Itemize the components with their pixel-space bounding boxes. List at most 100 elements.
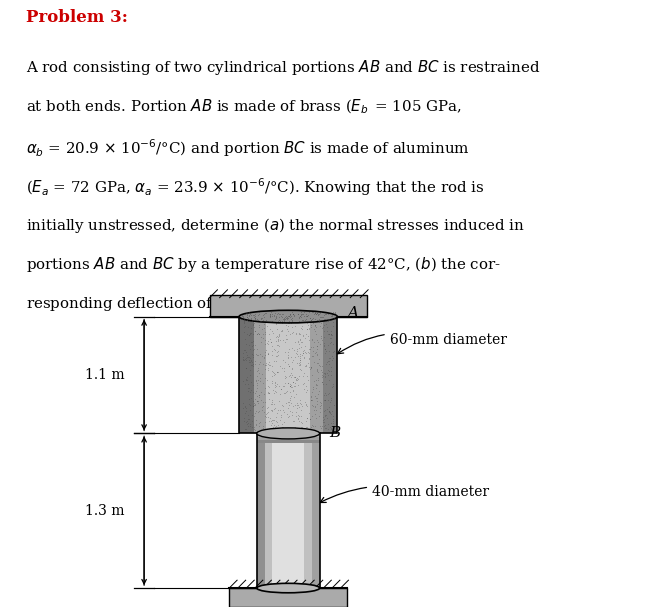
Point xyxy=(295,337,306,347)
Point xyxy=(285,309,295,319)
Point xyxy=(305,313,315,322)
Point xyxy=(258,397,269,407)
Point xyxy=(286,398,296,408)
Point xyxy=(285,310,295,319)
Point xyxy=(314,386,324,396)
Point xyxy=(252,396,262,405)
Point xyxy=(263,349,274,359)
Point xyxy=(328,308,338,318)
Point xyxy=(242,375,252,385)
Point xyxy=(316,398,327,408)
Point xyxy=(306,422,316,432)
Point xyxy=(285,381,295,390)
Point xyxy=(271,387,282,397)
Point xyxy=(302,325,312,334)
Point xyxy=(304,353,314,363)
Text: $\alpha_b$ = 20.9 $\times$ 10$^{-6}$/°C) and portion $BC$ is made of aluminum: $\alpha_b$ = 20.9 $\times$ 10$^{-6}$/°C)… xyxy=(26,137,470,158)
Point xyxy=(313,310,324,319)
Point xyxy=(239,413,250,423)
Point xyxy=(303,347,313,357)
Point xyxy=(314,412,324,421)
Point xyxy=(246,337,256,347)
Point xyxy=(327,311,337,321)
Point xyxy=(286,351,296,361)
Point xyxy=(320,319,331,329)
Point xyxy=(306,392,316,402)
Point xyxy=(329,310,340,319)
Point xyxy=(323,419,333,429)
Point xyxy=(295,424,305,434)
Ellipse shape xyxy=(239,310,337,323)
Point xyxy=(264,360,274,370)
Point xyxy=(238,353,248,362)
Point xyxy=(265,311,275,320)
Point xyxy=(301,399,312,409)
Point xyxy=(301,311,312,321)
Point xyxy=(249,322,259,332)
Point xyxy=(311,347,322,357)
Point xyxy=(255,387,266,397)
Point xyxy=(294,313,305,323)
Point xyxy=(242,322,253,332)
Point xyxy=(299,368,309,378)
Point xyxy=(303,375,313,385)
Point xyxy=(269,344,280,354)
Point xyxy=(279,366,290,376)
Point xyxy=(272,335,283,345)
Point xyxy=(291,375,301,385)
Point xyxy=(263,381,273,391)
Point xyxy=(310,320,320,330)
Point xyxy=(308,382,318,392)
Point xyxy=(293,380,304,390)
Point xyxy=(305,315,316,325)
Point xyxy=(286,322,297,331)
Point xyxy=(248,359,258,368)
Point xyxy=(295,353,306,362)
Point xyxy=(309,321,320,331)
Point xyxy=(328,351,338,361)
Point xyxy=(241,350,252,359)
Point xyxy=(306,342,316,352)
Point xyxy=(313,310,324,319)
Point xyxy=(248,320,258,330)
Point xyxy=(250,400,260,410)
Point xyxy=(293,414,304,424)
Point xyxy=(296,310,307,320)
Point xyxy=(269,311,279,320)
Point xyxy=(283,378,293,388)
Point xyxy=(304,408,314,418)
Point xyxy=(284,361,294,371)
Point xyxy=(269,310,279,320)
Point xyxy=(248,401,258,410)
Point xyxy=(263,387,273,396)
Point xyxy=(282,313,292,322)
Point xyxy=(273,405,284,415)
Point xyxy=(326,395,336,405)
Point xyxy=(298,346,309,356)
Point xyxy=(251,375,261,385)
Point xyxy=(248,396,258,405)
Point xyxy=(247,315,257,325)
Point xyxy=(316,333,326,342)
Point xyxy=(240,402,250,412)
Point xyxy=(294,339,305,349)
Point xyxy=(268,367,278,377)
Text: B: B xyxy=(329,426,341,441)
Point xyxy=(248,387,258,397)
Point xyxy=(301,309,312,319)
Point xyxy=(282,385,293,395)
Point xyxy=(267,371,277,381)
Point xyxy=(323,316,333,326)
Point xyxy=(282,409,292,419)
Point xyxy=(259,352,270,362)
Point xyxy=(284,316,294,326)
Point xyxy=(238,311,249,320)
Point xyxy=(309,324,320,333)
Point xyxy=(240,321,250,331)
Point xyxy=(246,385,257,395)
Point xyxy=(316,365,327,375)
Point xyxy=(241,402,252,412)
Point xyxy=(311,399,322,409)
Point xyxy=(246,315,256,325)
Point xyxy=(247,416,257,426)
